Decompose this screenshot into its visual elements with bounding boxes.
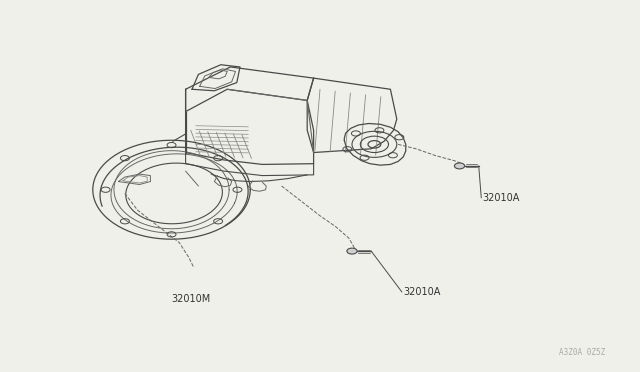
Text: 32010A: 32010A: [403, 287, 440, 297]
Text: 32010A: 32010A: [483, 193, 520, 203]
Text: A3Z0A 0Z5Z: A3Z0A 0Z5Z: [559, 348, 605, 357]
Circle shape: [347, 248, 357, 254]
Circle shape: [454, 163, 465, 169]
Text: 32010M: 32010M: [172, 294, 211, 304]
